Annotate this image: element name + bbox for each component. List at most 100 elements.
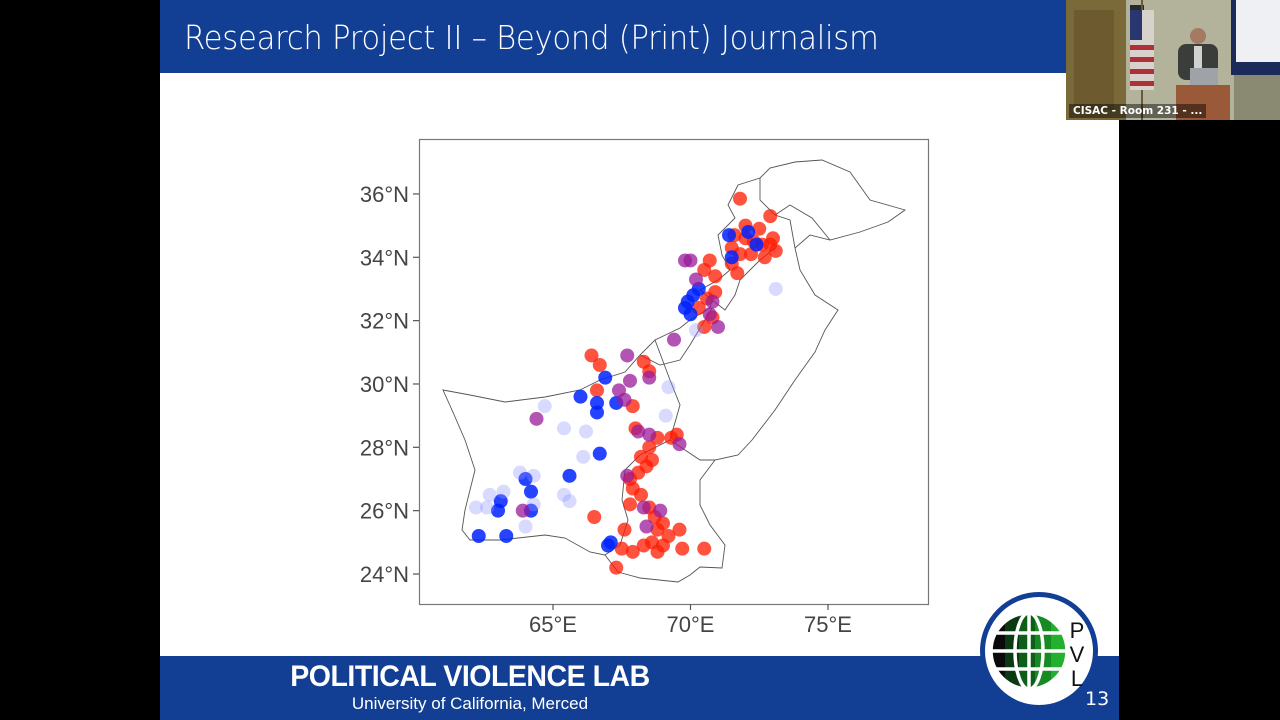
event-point	[697, 319, 712, 334]
footer-university: University of California, Merced	[351, 694, 589, 713]
event-point	[557, 487, 571, 502]
event-point	[724, 250, 739, 265]
footer-lab-name: POLITICAL VIOLENCE LAB	[290, 660, 650, 693]
event-point	[697, 262, 712, 277]
slide-title-bar: Research Project II – Beyond (Print) Jou…	[160, 0, 1119, 73]
event-point	[518, 471, 533, 486]
event-point	[752, 221, 767, 236]
event-point	[573, 389, 588, 404]
event-point	[614, 541, 629, 556]
event-point	[763, 209, 778, 224]
webcam-room-label: CISAC - Room 231 - ...	[1069, 104, 1207, 118]
event-point	[557, 421, 571, 436]
x-axis: 65°E 70°E 75°E	[529, 604, 852, 637]
event-point	[683, 253, 698, 268]
event-point	[642, 427, 657, 442]
event-point	[562, 494, 577, 509]
event-point	[650, 522, 665, 537]
event-point	[757, 250, 772, 265]
event-point	[617, 522, 632, 537]
event-point	[590, 395, 604, 410]
y-tick-label: 30°N	[360, 372, 409, 397]
webcam-thumbnail[interactable]: CISAC - Room 231 - ...	[1066, 0, 1280, 120]
event-point	[639, 519, 654, 534]
event-point	[672, 522, 687, 537]
logo-letter-v: V	[1070, 642, 1085, 667]
y-tick-label: 36°N	[360, 182, 409, 207]
event-point	[526, 468, 541, 483]
event-point	[562, 468, 577, 483]
event-point	[609, 560, 624, 575]
event-point	[625, 544, 640, 559]
event-point	[661, 380, 676, 395]
page-number: 13	[1085, 688, 1110, 710]
event-point	[730, 266, 745, 281]
event-point	[515, 503, 530, 518]
x-tick-label: 65°E	[529, 612, 577, 637]
event-point	[620, 348, 635, 363]
event-point	[658, 408, 673, 423]
event-point	[766, 231, 780, 246]
event-point	[576, 449, 591, 464]
y-tick-label: 34°N	[360, 245, 409, 270]
y-tick-label: 32°N	[360, 309, 409, 334]
event-point	[733, 191, 747, 206]
pvl-logo: P V L	[980, 592, 1098, 710]
globe-icon: P V L	[989, 611, 1085, 691]
event-point	[620, 468, 635, 483]
event-point	[623, 373, 637, 388]
event-point	[592, 357, 607, 372]
event-point	[471, 528, 486, 543]
event-point	[768, 281, 783, 296]
event-point	[650, 544, 665, 559]
event-point	[617, 392, 632, 407]
event-point	[496, 484, 511, 499]
laptop-icon	[1190, 68, 1218, 85]
y-tick-label: 28°N	[360, 435, 409, 460]
event-point	[526, 497, 541, 512]
event-point	[587, 509, 602, 524]
event-point	[708, 269, 723, 284]
event-point	[702, 307, 717, 322]
logo-letter-l: L	[1071, 666, 1083, 691]
event-point	[491, 503, 505, 518]
event-point	[584, 348, 599, 363]
event-point	[689, 272, 703, 287]
event-point	[537, 399, 552, 414]
event-point	[518, 519, 533, 534]
event-point	[524, 484, 538, 499]
event-point	[480, 500, 494, 515]
event-point	[642, 370, 657, 385]
event-points	[469, 191, 783, 575]
event-point	[499, 528, 514, 543]
event-point	[683, 307, 698, 322]
event-point	[711, 319, 725, 334]
event-point	[672, 437, 687, 452]
podium	[1176, 85, 1230, 120]
event-point	[598, 370, 613, 385]
event-point	[653, 503, 668, 518]
y-tick-label: 26°N	[360, 499, 409, 524]
event-point	[603, 535, 618, 550]
event-point	[741, 224, 756, 239]
event-point	[675, 541, 690, 556]
event-point	[592, 446, 607, 461]
event-point	[513, 465, 527, 480]
x-tick-label: 75°E	[804, 612, 852, 637]
speaker-video	[1066, 0, 1280, 120]
event-point	[768, 243, 783, 258]
event-point	[722, 228, 736, 243]
slide-footer: POLITICAL VIOLENCE LAB University of Cal…	[160, 656, 1119, 720]
flag-icon	[1130, 0, 1154, 120]
event-point	[623, 497, 637, 512]
event-point	[689, 323, 703, 338]
event-point	[749, 237, 764, 252]
event-point	[636, 538, 651, 553]
event-point	[631, 424, 646, 439]
x-tick-label: 70°E	[667, 612, 715, 637]
pakistan-event-map: 24°N 26°N 28°N 30°N 32°N 34°N 36°N 65°E 70°E 75°…	[360, 138, 930, 637]
event-point	[697, 541, 712, 556]
event-point	[634, 487, 648, 502]
event-point	[705, 294, 720, 309]
event-point	[642, 440, 657, 455]
